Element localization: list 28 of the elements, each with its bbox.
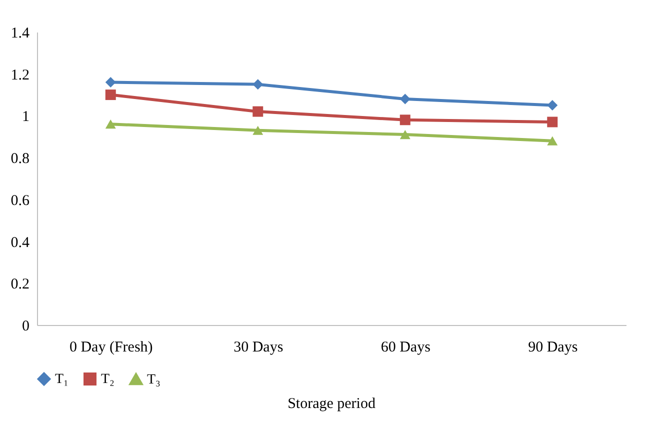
point — [252, 126, 264, 135]
y-tick-label: 0.4 — [10, 234, 30, 251]
x-tick-label: 30 Days — [234, 340, 284, 356]
x-tick-label: 60 Days — [380, 340, 431, 356]
x-tick-label: 90 Days — [528, 340, 578, 356]
point — [105, 76, 116, 88]
point — [105, 90, 116, 100]
legend-label: T₁ — [55, 372, 68, 387]
y-tick-label: 0 — [22, 318, 30, 334]
point — [400, 94, 410, 104]
point — [252, 79, 264, 90]
y-tick-label: 0.6 — [10, 192, 30, 209]
point — [400, 130, 410, 140]
point — [547, 136, 558, 146]
y-tick-label: 1.4 — [10, 26, 30, 42]
x-tick-label: 0 Day (Fresh) — [69, 340, 153, 356]
y-tick-label: 0.2 — [10, 276, 30, 293]
y-tick-label: 0.8 — [10, 151, 30, 168]
point — [400, 114, 410, 126]
point — [547, 116, 558, 128]
legend-label: T₃ — [147, 372, 161, 388]
y-tick-label: 1 — [22, 109, 30, 126]
y-tick-label: 1.2 — [10, 67, 30, 84]
point — [252, 106, 264, 117]
point — [105, 120, 116, 129]
legend-label: T₂ — [101, 372, 115, 387]
x-axis-title: Storage period — [288, 396, 376, 412]
point — [547, 100, 558, 110]
